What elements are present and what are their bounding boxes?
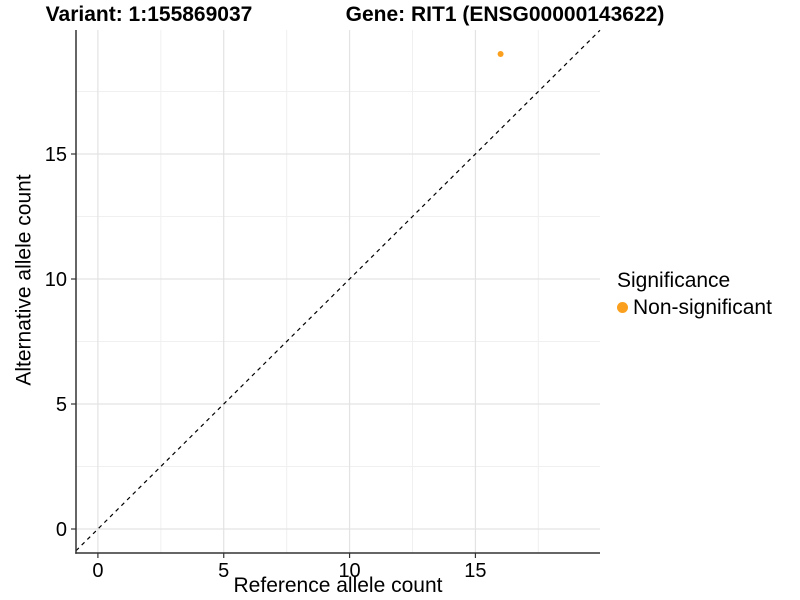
gene-title: Gene: RIT1 (ENSG00000143622) bbox=[345, 3, 665, 26]
x-tick-label: 0 bbox=[92, 560, 103, 582]
data-point bbox=[497, 51, 504, 57]
y-tick-label: 10 bbox=[45, 269, 67, 291]
y-tick-label: 5 bbox=[56, 394, 67, 416]
x-tick-label: 10 bbox=[338, 560, 360, 582]
variant-title: Variant: 1:155869037 bbox=[45, 3, 253, 26]
identity-dashed-line bbox=[75, 29, 601, 552]
legend-point-icon bbox=[617, 302, 628, 313]
y-axis-title: Alternative allele count bbox=[12, 174, 36, 386]
legend: Significance Non-significant bbox=[617, 268, 772, 320]
legend-entry-label: Non-significant bbox=[633, 296, 772, 319]
legend-title: Significance bbox=[617, 269, 731, 292]
y-tick-label: 15 bbox=[45, 144, 67, 166]
y-tick-label: 0 bbox=[56, 519, 67, 541]
x-tick-label: 5 bbox=[218, 560, 229, 582]
legend-entry: Non-significant bbox=[617, 295, 772, 320]
x-axis-title: Reference allele count bbox=[233, 574, 443, 597]
x-tick-label: 15 bbox=[464, 560, 486, 582]
